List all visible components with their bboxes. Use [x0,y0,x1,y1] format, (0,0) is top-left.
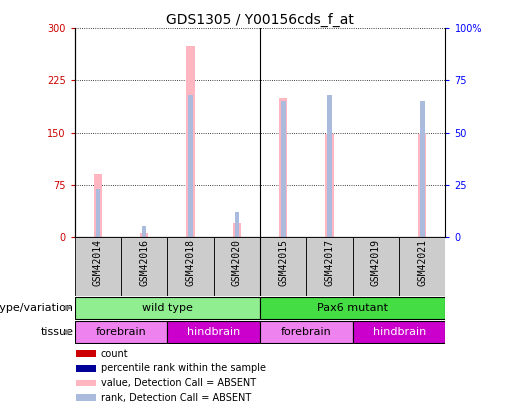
Bar [76,350,96,357]
Text: forebrain: forebrain [281,327,332,337]
Bar [76,394,96,401]
Bar [121,237,167,296]
Text: GSM42017: GSM42017 [324,239,335,286]
Text: GSM42018: GSM42018 [185,239,196,286]
Text: hindbrain: hindbrain [187,327,241,337]
Bar [353,321,445,343]
Text: forebrain: forebrain [96,327,146,337]
Bar [142,226,146,237]
Bar [233,223,241,237]
Bar [75,297,260,319]
Text: count: count [100,349,128,358]
Bar [279,98,287,237]
Bar [260,237,306,296]
Bar [328,95,332,237]
Bar [260,321,353,343]
Bar [140,233,148,237]
Bar [214,237,260,296]
Text: genotype/variation: genotype/variation [0,303,74,313]
Text: GSM42015: GSM42015 [278,239,288,286]
Bar [418,134,426,237]
Text: tissue: tissue [41,327,74,337]
Text: GSM42014: GSM42014 [93,239,103,286]
Text: GSM42019: GSM42019 [371,239,381,286]
Bar [306,237,353,296]
Bar [281,101,285,237]
Bar [75,237,121,296]
Bar [353,237,399,296]
Bar [420,101,424,237]
Text: GSM42016: GSM42016 [139,239,149,286]
Bar [75,321,167,343]
Bar [235,212,239,237]
Bar [167,237,214,296]
Text: hindbrain: hindbrain [372,327,426,337]
Text: Pax6 mutant: Pax6 mutant [317,303,388,313]
Bar [96,189,100,237]
Text: GSM42021: GSM42021 [417,239,427,286]
Text: wild type: wild type [142,303,193,313]
Bar [94,175,102,237]
Bar [167,321,260,343]
Text: rank, Detection Call = ABSENT: rank, Detection Call = ABSENT [100,393,251,403]
Text: value, Detection Call = ABSENT: value, Detection Call = ABSENT [100,378,255,388]
Bar [186,46,195,237]
Bar [76,379,96,386]
Bar [188,95,193,237]
Bar [260,297,445,319]
Text: GSM42020: GSM42020 [232,239,242,286]
Text: percentile rank within the sample: percentile rank within the sample [100,363,266,373]
Bar [325,134,334,237]
Title: GDS1305 / Y00156cds_f_at: GDS1305 / Y00156cds_f_at [166,13,354,27]
Bar [399,237,445,296]
Bar [76,365,96,372]
